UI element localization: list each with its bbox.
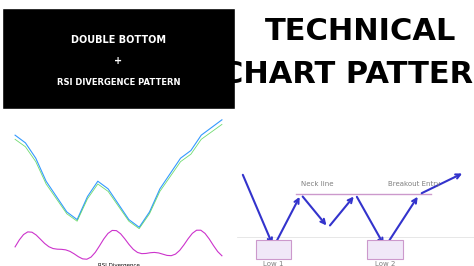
FancyBboxPatch shape [256, 240, 292, 259]
Text: Neck line: Neck line [301, 181, 333, 188]
Text: RSI DIVERGENCE PATTERN: RSI DIVERGENCE PATTERN [57, 78, 180, 87]
Text: Low 2: Low 2 [375, 261, 395, 266]
Text: Breakout Entry: Breakout Entry [388, 181, 441, 188]
FancyBboxPatch shape [2, 8, 235, 109]
FancyBboxPatch shape [367, 240, 403, 259]
Text: +: + [114, 56, 123, 66]
Text: TECHNICAL: TECHNICAL [264, 17, 456, 47]
Text: CHART PATTERN: CHART PATTERN [221, 60, 474, 89]
Text: RSI Divergence: RSI Divergence [98, 263, 139, 266]
Text: Low 1: Low 1 [264, 261, 284, 266]
Text: DOUBLE BOTTOM: DOUBLE BOTTOM [71, 35, 166, 45]
